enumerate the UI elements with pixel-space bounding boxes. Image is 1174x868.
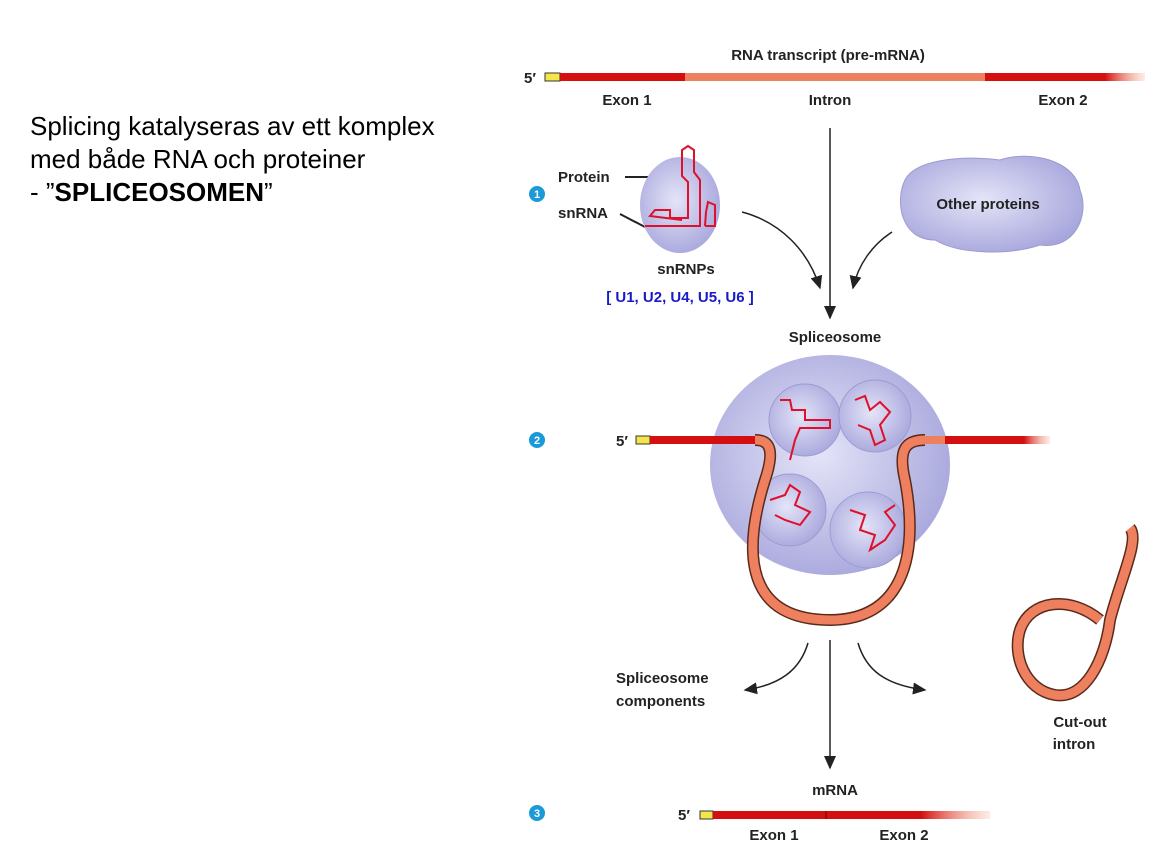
cutout-label-1: Cut-out	[1053, 714, 1106, 731]
intron-segment	[685, 73, 985, 81]
mrna-exon2-label: Exon 2	[879, 827, 928, 844]
snrna-pointer	[619, 213, 646, 228]
arrow-to-intron	[857, 642, 927, 695]
mrna-strand	[713, 811, 990, 819]
step-2-number: 2	[534, 435, 540, 447]
spliceosomen-term: SPLICEOSOMEN	[54, 177, 265, 207]
text-line-2: med både RNA och proteiner	[30, 144, 366, 174]
slide-text: Splicing katalyseras av ett komplex med …	[30, 110, 435, 209]
five-prime-label-3: 5′	[678, 807, 690, 824]
step-2-marker	[529, 432, 545, 448]
exon2-label: Exon 2	[1038, 92, 1087, 109]
cap-2	[635, 435, 651, 445]
exon2-segment	[985, 73, 1145, 81]
snrna-structure	[645, 144, 716, 227]
exon1-label: Exon 1	[602, 92, 651, 109]
components-label-2: components	[616, 693, 705, 710]
snrnp-list: [ U1, U2, U4, U5, U6 ]	[606, 289, 754, 306]
cap-3	[699, 810, 714, 820]
cap	[544, 72, 561, 82]
exon1-segment	[560, 73, 685, 81]
snrnp-2	[838, 379, 912, 453]
step-1-number: 1	[534, 189, 540, 201]
other-proteins-cloud	[899, 155, 1084, 253]
arrow-proteins	[849, 231, 893, 290]
intron-lariat	[748, 435, 926, 625]
exon1-segment-2	[650, 436, 760, 444]
snrna-label: snRNA	[558, 205, 608, 222]
snrna-squiggles	[769, 394, 897, 553]
quote-open: - ”	[30, 177, 55, 207]
components-label-1: Spliceosome	[616, 670, 709, 687]
snrnps-label: snRNPs	[657, 261, 715, 278]
mrna-label: mRNA	[812, 782, 858, 799]
mrna-exon1-label: Exon 1	[749, 827, 798, 844]
cutout-label-2: intron	[1053, 736, 1096, 753]
text-line-3: - ”SPLICEOSOMEN”	[30, 176, 435, 209]
intron-end	[925, 436, 945, 444]
five-prime-label: 5′	[524, 70, 536, 87]
intron-label: Intron	[809, 92, 852, 109]
protein-label: Protein	[558, 169, 610, 186]
arrow-to-components	[743, 642, 809, 695]
arrow-snrnp	[741, 211, 823, 290]
five-prime-label-2: 5′	[616, 433, 628, 450]
spliceosome-label: Spliceosome	[789, 329, 882, 346]
step-3-number: 3	[534, 808, 540, 820]
step-1-marker	[529, 186, 545, 202]
snrnp-4	[829, 491, 907, 569]
exon2-segment-2	[945, 436, 1050, 444]
quote-close: ”	[264, 177, 273, 207]
step-3-marker	[529, 805, 545, 821]
text-line-1: Splicing katalyseras av ett komplex	[30, 111, 435, 141]
cut-out-intron	[1013, 525, 1138, 700]
other-proteins-label: Other proteins	[936, 196, 1039, 213]
pre-mrna-title: RNA transcript (pre-mRNA)	[731, 47, 925, 64]
